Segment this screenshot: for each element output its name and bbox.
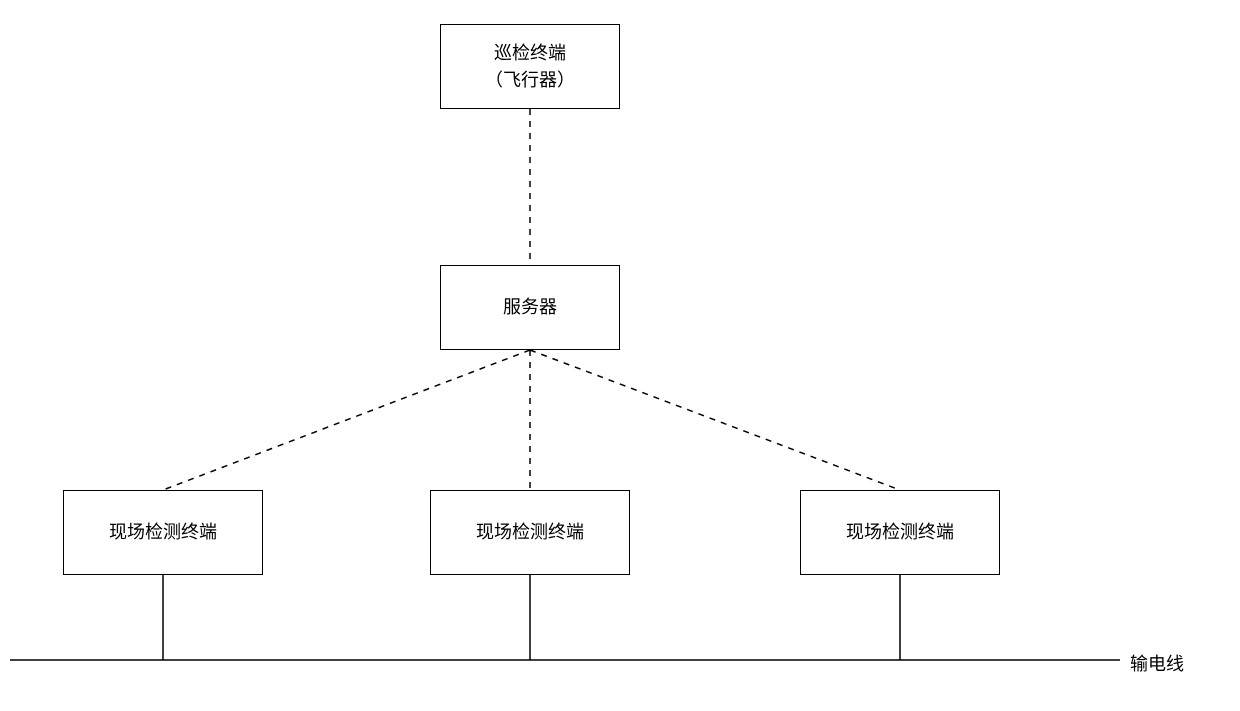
node-leaf3-label: 现场检测终端: [846, 519, 954, 546]
connector-layer: [0, 0, 1240, 711]
node-top-line1: 巡检终端: [494, 40, 566, 67]
node-inspection-terminal: 巡检终端 （飞行器）: [440, 24, 620, 109]
node-leaf2-label: 现场检测终端: [476, 519, 584, 546]
node-top-line2: （飞行器）: [485, 67, 575, 94]
node-field-terminal-2: 现场检测终端: [430, 490, 630, 575]
node-field-terminal-3: 现场检测终端: [800, 490, 1000, 575]
baseline-label: 输电线: [1130, 650, 1184, 676]
node-server-label: 服务器: [503, 294, 557, 321]
node-server: 服务器: [440, 265, 620, 350]
node-field-terminal-1: 现场检测终端: [63, 490, 263, 575]
node-leaf1-label: 现场检测终端: [109, 519, 217, 546]
